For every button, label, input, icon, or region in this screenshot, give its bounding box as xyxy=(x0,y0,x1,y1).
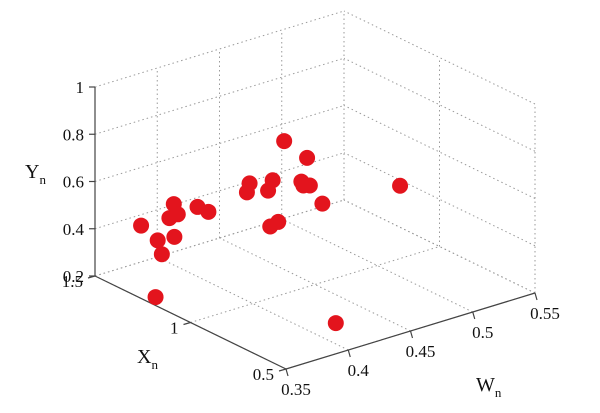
grid-line xyxy=(219,237,411,332)
data-point xyxy=(133,217,150,234)
axes xyxy=(87,86,538,377)
x-tick-mark xyxy=(278,368,287,372)
grid-line xyxy=(281,218,473,313)
data-point xyxy=(299,149,316,166)
grid-line xyxy=(94,10,345,88)
w-tick-label: 0.4 xyxy=(348,361,370,380)
w-tick-mark xyxy=(472,311,476,320)
data-point xyxy=(147,289,164,306)
w-tick-label: 0.45 xyxy=(406,342,436,361)
w-tick-label: 0.35 xyxy=(281,380,311,399)
data-point xyxy=(276,133,293,150)
w-tick-mark xyxy=(534,292,538,301)
x-tick-label: 1 xyxy=(170,319,179,338)
data-point xyxy=(392,177,409,194)
w-tick-label: 0.5 xyxy=(472,323,493,342)
y-tick-label: 0.8 xyxy=(63,125,84,144)
data-point xyxy=(270,213,287,230)
w-tick-mark xyxy=(409,330,414,339)
x-tick-label: 1.5 xyxy=(62,272,83,291)
data-point xyxy=(238,184,255,201)
grid-line xyxy=(190,246,440,323)
data-points xyxy=(133,133,409,332)
data-point xyxy=(327,315,344,332)
grid-line xyxy=(94,199,345,277)
grid-line xyxy=(94,105,345,182)
x-tick-label: 0.5 xyxy=(253,365,274,384)
data-point xyxy=(149,232,166,249)
data-point xyxy=(189,198,206,215)
w-axis-label: Wn xyxy=(476,374,502,400)
data-point xyxy=(169,206,186,223)
data-point xyxy=(260,182,277,199)
grid-line xyxy=(94,152,345,230)
y-axis-label: Yn xyxy=(25,161,46,187)
tick-labels: 0.5 1 1.5 0.35 0.4 0.45 0.5 0.55 0.2 0.4 0.6 0.8 1 xyxy=(62,78,560,399)
grid-line xyxy=(94,57,345,135)
y-tick-label: 0.4 xyxy=(63,220,85,239)
w-tick-mark xyxy=(347,349,351,358)
grid-line xyxy=(157,256,349,351)
data-point xyxy=(314,195,331,212)
y-tick-label: 1 xyxy=(76,78,85,97)
y-tick-label: 0.2 xyxy=(63,267,84,286)
w-tick-label: 0.55 xyxy=(530,304,560,323)
data-point xyxy=(166,228,183,245)
y-tick-label: 0.6 xyxy=(63,173,84,192)
x-axis-label: Xn xyxy=(137,346,158,372)
grid-line xyxy=(343,10,536,105)
data-point xyxy=(295,177,312,194)
x-tick-mark xyxy=(183,321,191,326)
data-point xyxy=(153,246,170,263)
w-tick-mark xyxy=(285,368,289,377)
